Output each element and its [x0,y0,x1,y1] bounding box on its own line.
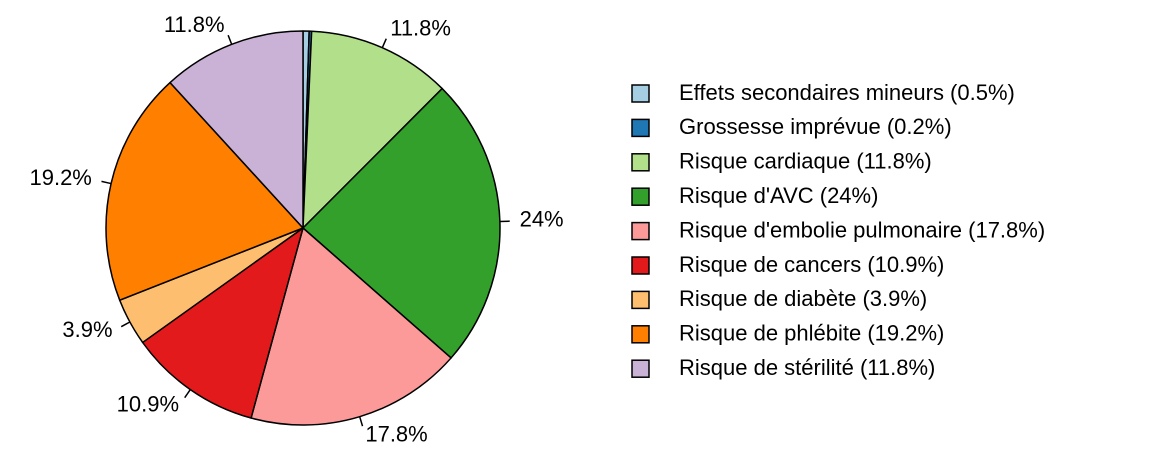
label-tick [358,416,364,427]
legend-label: Risque d'embolie pulmonaire (17.8%) [679,217,1045,242]
legend-label: Risque de cancers (10.9%) [679,252,944,277]
legend-swatch [631,153,650,172]
legend-swatch [631,221,650,241]
pie-slice [169,30,304,229]
legend-label: Risque de diabète (3.9%) [679,286,927,311]
label-tick [101,180,112,185]
label-tick [227,34,233,45]
legend-label: Risque de stérilité (11.8%) [679,355,935,380]
legend-swatch [631,359,650,378]
slice-label: 11.8% [390,15,451,40]
pie-slice [302,30,443,229]
legend-label: Risque de phlébite (19.2%) [679,321,944,346]
legend-swatch [631,325,650,344]
legend-swatch [631,118,650,138]
legend-label: Grossesse imprévue (0.2%) [679,114,952,139]
label-tick [381,38,387,48]
label-tick [184,389,191,399]
legend-label: Effets secondaires mineurs (0.5%) [679,80,1015,105]
legend-label: Risque d'AVC (24%) [679,183,878,208]
label-tick [120,321,131,328]
slice-label: 17.8% [365,421,427,446]
legend-swatch [631,290,650,310]
legend-swatch [631,84,650,103]
slice-label: 24% [520,207,564,232]
legend-swatch [631,256,650,275]
slice-label: 11.8% [164,12,225,37]
slice-label: 3.9% [62,317,112,342]
legend-label: Risque cardiaque (11.8%) [679,149,932,174]
legend-swatch [631,187,650,206]
slice-label: 10.9% [117,392,179,417]
pie-slice [250,227,452,426]
pie-slice [105,81,304,301]
slice-label: 19.2% [29,165,91,190]
